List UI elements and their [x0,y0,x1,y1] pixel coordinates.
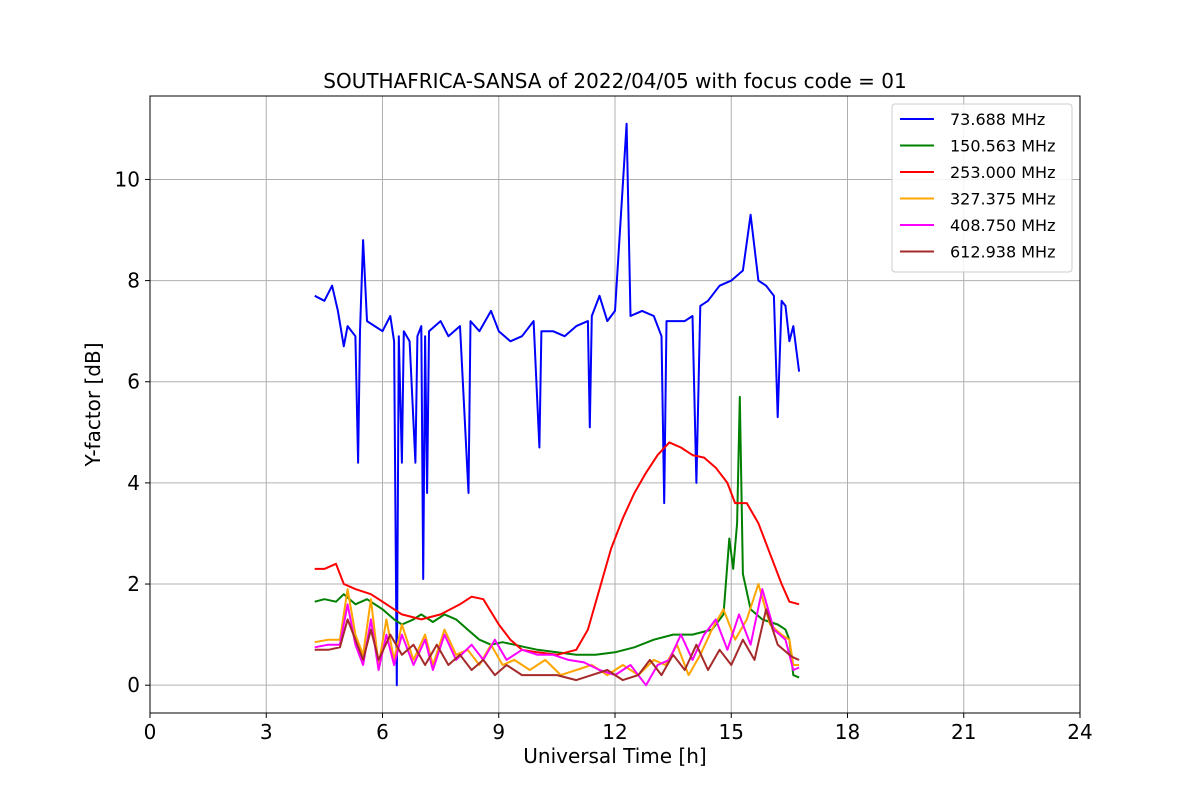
legend-label: 253.000 MHz [950,163,1055,182]
legend-label: 612.938 MHz [950,243,1055,262]
y-axis-label: Y-factor [dB] [81,342,105,467]
grid [149,96,1081,713]
x-tick-label: 3 [260,720,273,744]
series-line-0 [314,122,801,687]
legend-label: 408.750 MHz [950,216,1055,235]
x-tick-label: 6 [376,720,389,744]
series-line-4 [314,588,800,687]
x-tick-label: 12 [602,720,627,744]
chart-title: SOUTHAFRICA-SANSA of 2022/04/05 with foc… [323,69,907,93]
y-tick-label: 2 [127,572,140,596]
legend-label: 327.375 MHz [950,190,1055,209]
y-tick-label: 6 [127,370,140,394]
series-line-1 [314,395,800,679]
y-tick-label: 4 [127,471,140,495]
legend-label: 73.688 MHz [950,110,1045,129]
series-line-2 [314,441,800,656]
legend: 73.688 MHz 150.563 MHz 253.000 MHz 327.375 … [891,103,1073,273]
y-tick-label: 0 [127,673,140,697]
series-layer [314,122,801,687]
y-tick-label: 10 [115,167,140,191]
legend-label: 150.563 MHz [950,137,1055,156]
y-tick-label: 8 [127,269,140,293]
y-axis: 0 2 4 6 8 10 [115,167,150,697]
x-tick-label: 24 [1067,720,1092,744]
x-tick-label: 15 [719,720,744,744]
series-line-5 [314,608,800,682]
x-tick-label: 0 [144,720,157,744]
x-axis: 0 3 6 9 12 15 18 21 24 [144,713,1093,744]
x-tick-label: 21 [951,720,976,744]
x-tick-label: 9 [492,720,505,744]
legend-box [891,103,1073,273]
x-tick-label: 18 [835,720,860,744]
x-axis-label: Universal Time [h] [523,744,706,768]
